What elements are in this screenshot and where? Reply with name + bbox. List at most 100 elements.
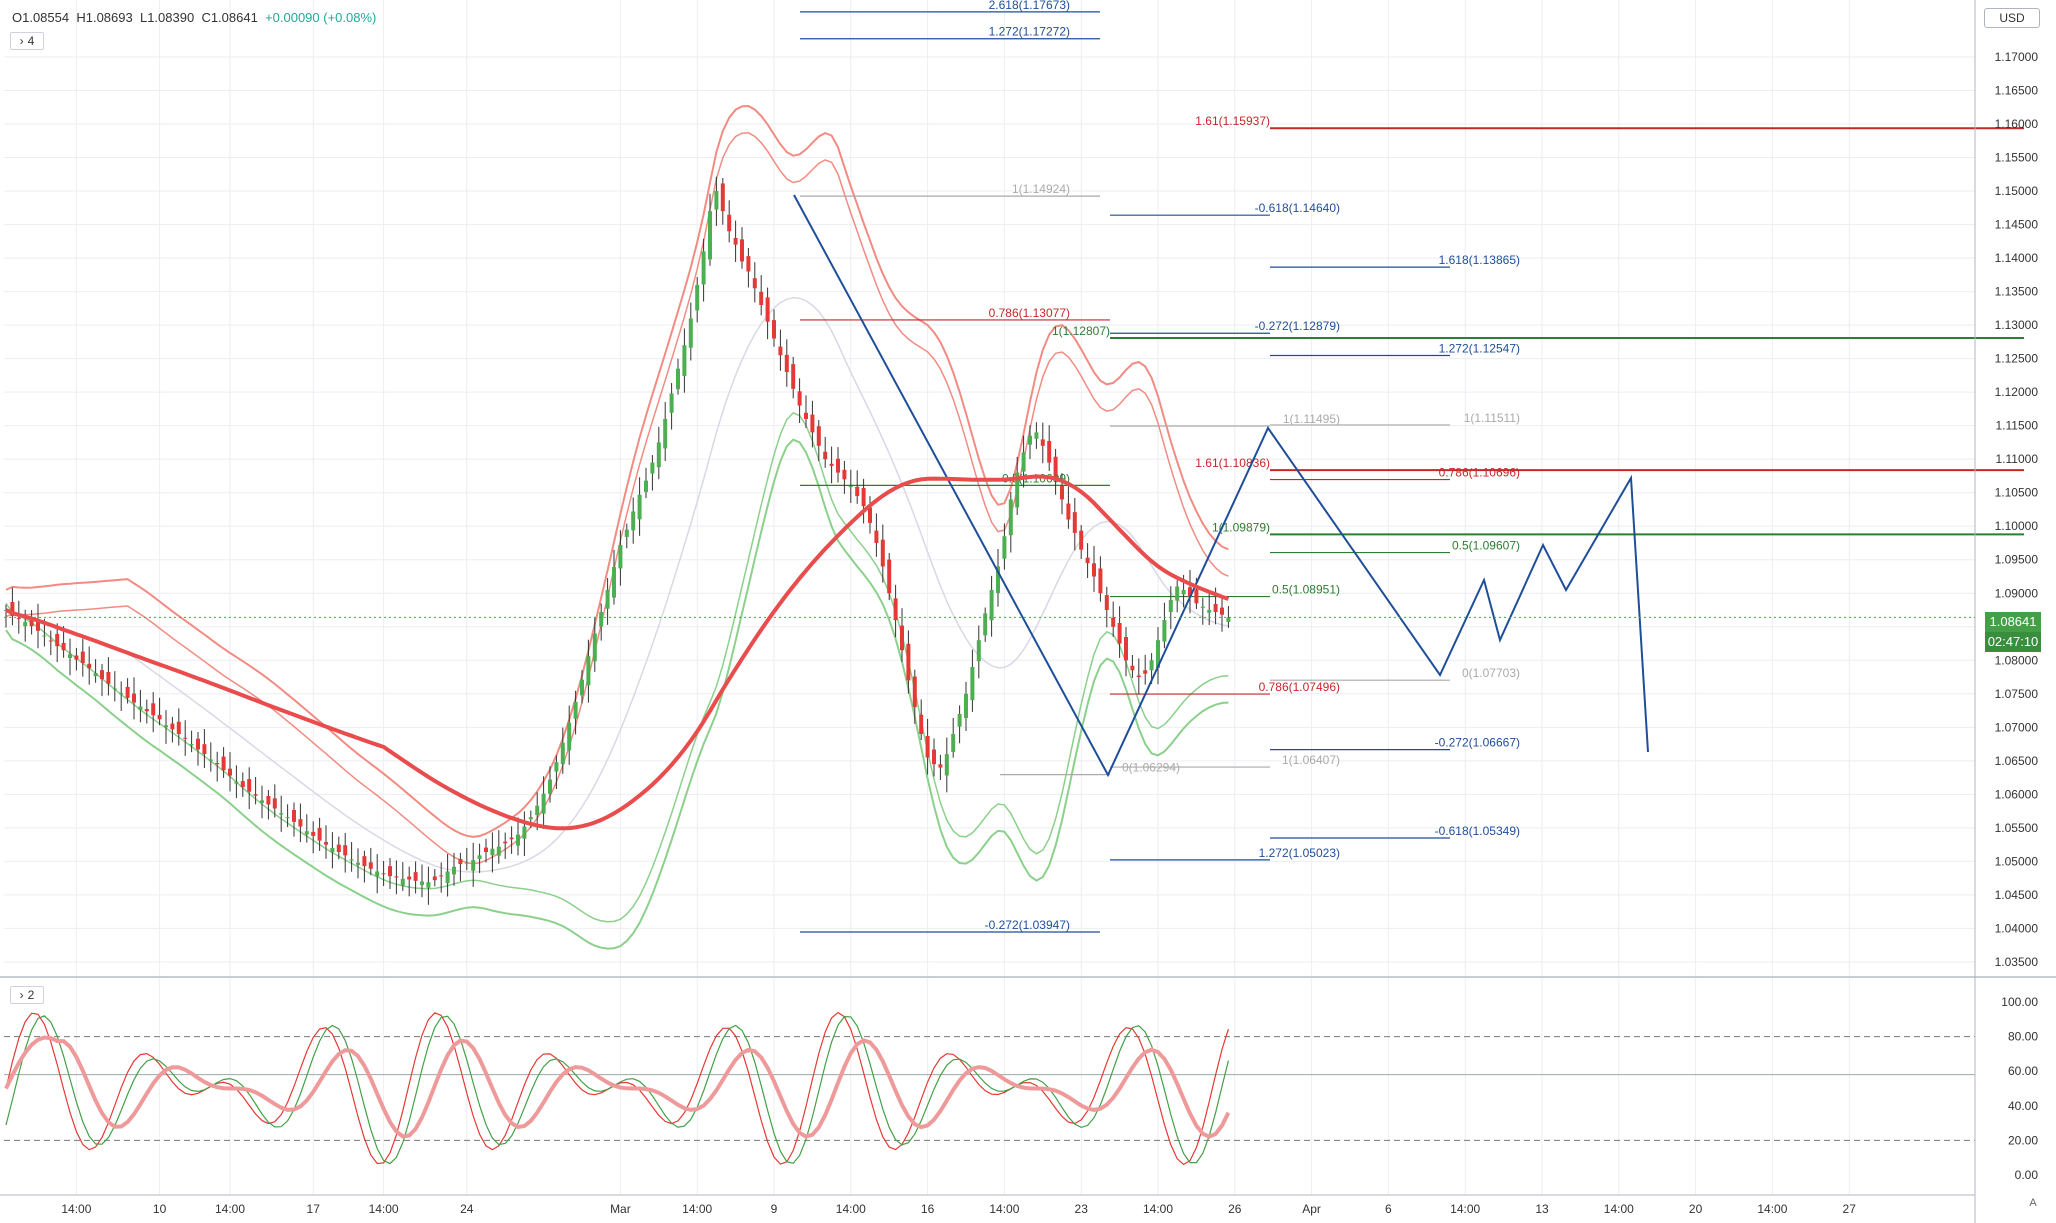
time-tick-label: 14:00	[61, 1202, 91, 1216]
candle-body	[932, 749, 936, 765]
candle-body	[1092, 563, 1096, 577]
candle-body	[797, 391, 802, 406]
time-tick-label: 14:00	[989, 1202, 1019, 1216]
candle-body	[247, 779, 252, 792]
candle-body	[784, 354, 789, 373]
upper-inner-band	[5, 132, 1229, 865]
candle-body	[740, 239, 744, 262]
candle-body	[746, 256, 751, 272]
candle-body	[1066, 503, 1071, 520]
price-tick-label: 1.09000	[1995, 586, 2039, 600]
candle-body	[951, 734, 956, 752]
candle-body	[1002, 536, 1007, 559]
fib-level-label: -0.272(1.06667)	[1435, 736, 1520, 750]
candle-body	[484, 847, 488, 853]
lower-band	[5, 438, 1229, 950]
open-value: O1.08554	[12, 10, 70, 25]
fib-level-label: 1.61(1.15937)	[1195, 114, 1270, 128]
price-tick-label: 1.13500	[1995, 285, 2039, 299]
candle-body	[503, 841, 508, 844]
candle-body	[87, 663, 92, 669]
fib-level-label: 0(1.07703)	[1462, 666, 1520, 680]
candle-body	[330, 847, 335, 853]
candle-body	[682, 345, 687, 376]
candle-body	[394, 876, 399, 878]
candle-body	[1021, 452, 1026, 472]
fib-level-label: 1.618(1.13865)	[1439, 253, 1520, 267]
price-tick-label: 1.08000	[1995, 653, 2039, 667]
fib-level-label: 0.786(1.07496)	[1259, 680, 1340, 694]
candle-body	[1194, 589, 1199, 604]
candle-body	[1130, 665, 1135, 671]
candle-body	[1213, 603, 1218, 613]
price-tick-label: 1.04500	[1995, 888, 2039, 902]
candle-body	[1072, 512, 1077, 533]
osc-tick-label: 20.00	[2008, 1133, 2038, 1147]
candle-body	[970, 666, 975, 701]
lower-inner-band	[5, 412, 1229, 923]
candle-body	[471, 860, 476, 871]
candle-body	[733, 237, 738, 245]
candle-body	[983, 613, 988, 636]
candle-body	[42, 635, 47, 637]
candle-body	[432, 876, 437, 881]
auto-scale-button[interactable]: A	[2029, 1197, 2037, 1209]
main-pane-collapse-button[interactable]: › 4	[10, 32, 44, 50]
candle-body	[151, 703, 156, 716]
price-tick-label: 1.05000	[1995, 854, 2039, 868]
candle-body	[509, 837, 514, 840]
candle-body	[887, 559, 892, 594]
candle-body	[317, 827, 322, 841]
candle-body	[458, 858, 463, 865]
candle-body	[253, 794, 258, 796]
fibonacci-levels: 2.618(1.17673) 1.272(1.17272) 1.61(1.15937…	[800, 0, 2024, 933]
candle-body	[656, 442, 661, 468]
candle-body	[580, 679, 584, 696]
harmonic-pattern	[793, 194, 1649, 778]
candle-body	[637, 494, 642, 520]
candle-body	[356, 862, 360, 865]
candle-body	[16, 618, 21, 620]
currency-button[interactable]: USD	[1984, 8, 2040, 28]
time-tick-label: 14:00	[369, 1202, 399, 1216]
candle-body	[829, 463, 834, 466]
candle-body	[1149, 660, 1154, 671]
candle-body	[349, 859, 354, 861]
candle-body	[183, 737, 188, 739]
bollinger-bands	[5, 104, 1229, 950]
candle-body	[1188, 587, 1192, 597]
price-tick-label: 1.16000	[1995, 117, 2039, 131]
candle-body	[938, 764, 943, 768]
time-tick-label: 9	[771, 1202, 778, 1216]
indicator-count: 2	[27, 988, 35, 1002]
candle-body	[1060, 485, 1064, 500]
price-tick-label: 1.05500	[1995, 821, 2039, 835]
upper-band	[5, 104, 1229, 838]
candle-body	[285, 817, 290, 819]
fib-level-label: 1(1.12807)	[1052, 324, 1110, 338]
candle-body	[208, 759, 213, 761]
candle-body	[1085, 557, 1090, 564]
price-tick-label: 1.09500	[1995, 553, 2039, 567]
osc-pane-collapse-button[interactable]: › 2	[10, 986, 44, 1004]
candle-body	[324, 842, 328, 845]
candle-body	[375, 871, 380, 877]
fib-level-label: 1(1.09879)	[1212, 520, 1270, 534]
time-tick-label: Mar	[610, 1202, 631, 1216]
time-tick-label: 20	[1689, 1202, 1703, 1216]
time-tick-label: 16	[921, 1202, 935, 1216]
candle-body	[810, 414, 815, 433]
fib-level-label: 1.272(1.05023)	[1259, 846, 1340, 860]
fib-level-label: -0.272(1.03947)	[985, 918, 1070, 932]
candle-body	[1008, 499, 1013, 536]
candle-body	[125, 686, 130, 698]
candle-body	[759, 291, 764, 306]
candle-body	[100, 670, 104, 680]
candle-body	[842, 469, 847, 480]
candle-body	[55, 633, 60, 647]
candle-body	[874, 530, 879, 543]
candle-body	[663, 418, 668, 449]
price-tick-label: 1.03500	[1995, 955, 2039, 969]
candle-body	[1124, 636, 1128, 661]
